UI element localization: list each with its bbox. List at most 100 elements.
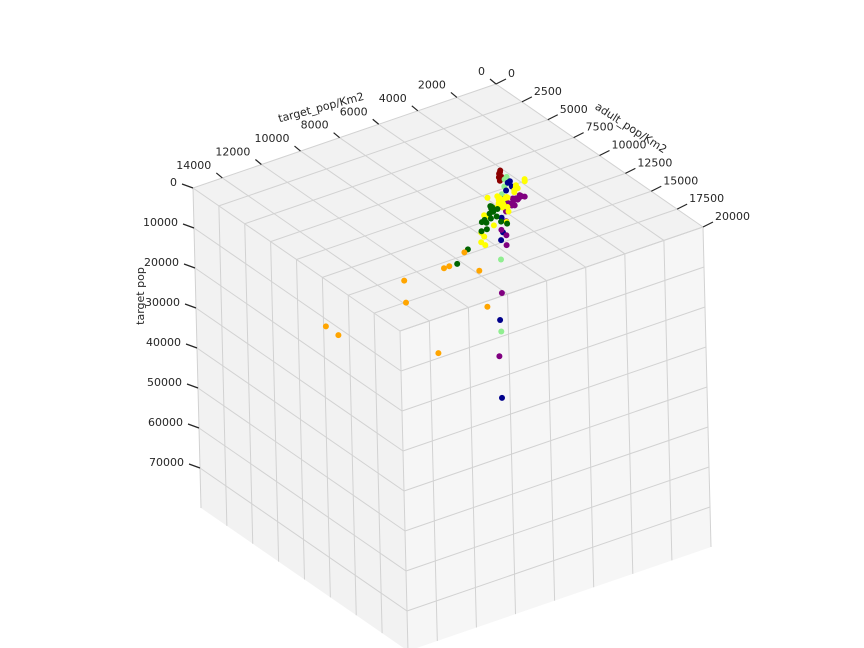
data-point <box>511 187 518 194</box>
axes-panes <box>193 84 711 648</box>
data-point <box>499 394 505 401</box>
gridline-top <box>339 137 547 282</box>
data-point <box>494 206 501 212</box>
data-point <box>521 193 528 200</box>
target-pop-density-axis-tick-label: 0 <box>478 65 485 78</box>
gridline-top <box>244 119 548 225</box>
data-point <box>503 173 510 180</box>
gridline-right <box>399 226 704 332</box>
gridline-top <box>322 172 626 278</box>
data-point <box>484 194 491 201</box>
gridline-top <box>296 155 600 260</box>
gridline-right <box>400 266 705 372</box>
gridline-right <box>405 466 710 572</box>
adult-pop-axis-tick-label: 10000 <box>612 139 647 152</box>
data-point <box>493 213 500 220</box>
gridline-left <box>198 427 407 572</box>
data-point <box>454 260 461 267</box>
gridline-top <box>417 110 626 255</box>
data-point <box>461 249 468 256</box>
gridline-right <box>406 506 711 612</box>
adult-pop-axis-tick-mark <box>573 132 584 139</box>
data-point <box>401 277 408 284</box>
right-pane <box>400 227 711 648</box>
adult-pop-axis-tick-label: 20000 <box>715 210 750 223</box>
target-pop-axis-tick-label: 30000 <box>145 296 180 309</box>
gridline-right <box>402 346 707 452</box>
gridline-top <box>348 190 652 296</box>
adult-pop-axis-tick-label: 0 <box>508 67 515 80</box>
gridline-right <box>404 426 709 532</box>
gridline-left <box>196 347 405 492</box>
gridline-left <box>197 387 406 532</box>
adult-pop-axis-tick-label: 12500 <box>637 156 672 169</box>
data-point <box>498 328 505 335</box>
gridline-top <box>222 177 430 322</box>
data-point <box>521 178 528 185</box>
data-point <box>496 353 503 360</box>
gridline-top <box>270 137 574 243</box>
target-pop-axis-tick-mark <box>183 263 196 269</box>
target-pop-axis-tick-mark <box>186 383 199 389</box>
gridline-right <box>403 386 708 492</box>
data-point <box>446 263 453 270</box>
gridline-left <box>195 307 404 452</box>
axes-gridlines <box>192 83 712 648</box>
data-point <box>503 242 510 249</box>
data-point <box>503 187 510 194</box>
target-pop-density-axis-tick-mark <box>372 118 380 125</box>
data-point <box>403 299 409 306</box>
adult-pop-axis-tick-mark <box>625 167 636 174</box>
adult-pop-axis-tick-mark <box>676 203 688 210</box>
data-point <box>498 218 505 225</box>
gridline-left <box>199 467 408 612</box>
adult-pop-axis-tick-mark <box>495 78 507 85</box>
data-point <box>489 204 496 211</box>
data-point <box>506 178 513 185</box>
data-point <box>478 219 485 226</box>
gridline-top <box>378 123 586 268</box>
data-point <box>322 323 329 330</box>
gridline-top <box>192 83 497 189</box>
target-pop-axis-tick-mark <box>181 183 194 189</box>
data-point <box>497 317 504 323</box>
data-point <box>487 215 494 222</box>
adult-pop-axis-tick-label: 7500 <box>586 121 614 134</box>
target-pop-axis-tick-mark <box>188 463 201 469</box>
gridline-top <box>456 97 665 241</box>
adult-pop-axis-tick-label: 15000 <box>663 174 698 187</box>
adult-pop-axis-tick-label: 17500 <box>689 192 724 205</box>
target-pop-axis-tick-label: 10000 <box>143 216 178 229</box>
data-point <box>503 194 510 200</box>
data-point <box>503 232 510 239</box>
adult-pop-axis-tick-label: 2500 <box>534 85 562 98</box>
data-point <box>505 208 512 215</box>
target-pop-density-axis-tick-label: 8000 <box>301 119 329 132</box>
target-pop-density-axis-tick-label: 6000 <box>340 105 368 118</box>
target-pop-axis-tick-label: 20000 <box>144 256 179 269</box>
gridline-top <box>218 101 523 207</box>
data-point <box>435 350 442 357</box>
data-point <box>490 222 497 229</box>
data-point <box>482 242 489 249</box>
gridline-top <box>261 164 469 308</box>
adult-pop-axis-tick-label: 5000 <box>560 103 588 116</box>
target-pop-axis-tick-mark <box>184 303 197 309</box>
gridline-top <box>373 208 678 314</box>
data-point <box>481 233 488 240</box>
target-pop-axis-tick-label: 40000 <box>146 336 181 349</box>
data-point <box>498 290 505 296</box>
gridline-left <box>192 187 401 332</box>
data-point <box>498 226 505 233</box>
data-point <box>504 220 511 227</box>
adult-pop-axis-tick-mark <box>650 185 662 192</box>
target-pop-density-axis-tick-mark <box>294 145 301 152</box>
data-point <box>478 228 485 235</box>
data-point <box>498 237 505 244</box>
gridline-top <box>300 150 508 295</box>
target-pop-axis-tick-label: 60000 <box>148 416 183 429</box>
data-point <box>516 192 523 199</box>
target-pop-axis-tick-label: 0 <box>170 176 177 189</box>
target-pop-density-axis-tick-label: 12000 <box>215 146 250 159</box>
